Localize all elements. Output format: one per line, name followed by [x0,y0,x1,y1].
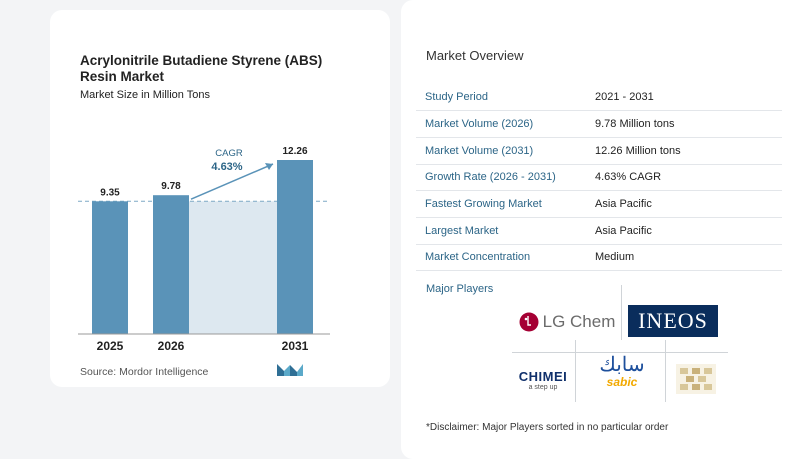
overview-title: Market Overview [426,48,524,63]
players-title: Major Players [426,283,494,295]
logo-divider [575,340,576,402]
sabic-arabic: سابك [599,354,645,376]
cagr-label: CAGR [215,148,243,159]
bar-value-label: 9.35 [100,187,120,198]
overview-key: Market Concentration [416,244,586,272]
overview-row: Market Volume (2031) 12.26 Million tons [416,137,782,165]
overview-row: Market Volume (2026) 9.78 Million tons [416,110,782,138]
tiled-company-logo-icon [676,364,716,394]
overview-row: Study Period 2021 - 2031 [416,84,782,112]
overview-value: 9.78 Million tons [586,110,782,138]
logo-divider [665,340,666,402]
overview-key: Largest Market [416,217,586,245]
overview-key: Market Volume (2031) [416,137,586,165]
sabic-name: sabic [606,375,638,389]
bar-value-label: 9.78 [161,181,181,192]
chart-subtitle: Market Size in Million Tons [80,89,211,101]
source-text: Source: Mordor Intelligence [80,366,209,378]
lg-icon [519,312,539,332]
overview-row: Market Concentration Medium [416,244,782,272]
overview-value: 4.63% CAGR [586,164,782,192]
disclaimer-text: *Disclaimer: Major Players sorted in no … [426,422,669,433]
overview-value: Asia Pacific [586,217,782,245]
lg-chem-name: LG Chem [542,312,616,331]
cagr-value: 4.63% [211,161,242,173]
lg-chem-logo: LG Chem [515,309,619,335]
overview-value: Asia Pacific [586,190,782,218]
overview-table: Study Period 2021 - 2031 Market Volume (20… [416,84,782,272]
cagr-arrow [190,163,274,200]
logo-divider [621,285,622,340]
overview-key: Market Volume (2026) [416,110,586,138]
chimei-tagline: a step up [528,384,558,391]
ineos-name: INEOS [638,308,708,333]
chart-title: Acrylonitrile Butadiene Styrene (ABS) Re… [80,53,323,84]
overview-key: Growth Rate (2026 - 2031) [416,164,586,192]
logo-divider [512,352,728,353]
chimei-name: CHIMEI [518,369,568,384]
x-tick-label: 2031 [282,339,309,353]
mordor-logo-icon [277,364,303,376]
bar [277,160,313,334]
overview-row: Fastest Growing Market Asia Pacific [416,190,782,218]
bar-value-label: 12.26 [282,146,307,157]
bar [153,195,189,334]
overview-value: 12.26 Million tons [586,137,782,165]
overview-row: Largest Market Asia Pacific [416,217,782,245]
x-tick-label: 2025 [97,339,124,353]
bar-chart: 9.35 2025 9.78 2026 12.26 2031 CAGR 4.63% [78,146,330,353]
overview-key: Study Period [416,84,586,112]
overview-row: Growth Rate (2026 - 2031) 4.63% CAGR [416,164,782,192]
overview-value: Medium [586,244,782,272]
sabic-logo: سابك sabic [585,350,659,394]
cagr-arrowhead [265,163,273,170]
overview-key: Fastest Growing Market [416,190,586,218]
growth-shade [189,201,277,334]
x-tick-label: 2026 [158,339,185,353]
chimei-logo: CHIMEI a step up [512,366,574,394]
overview-value: 2021 - 2031 [586,84,782,112]
ineos-logo: INEOS [628,305,718,337]
bar [92,201,128,334]
